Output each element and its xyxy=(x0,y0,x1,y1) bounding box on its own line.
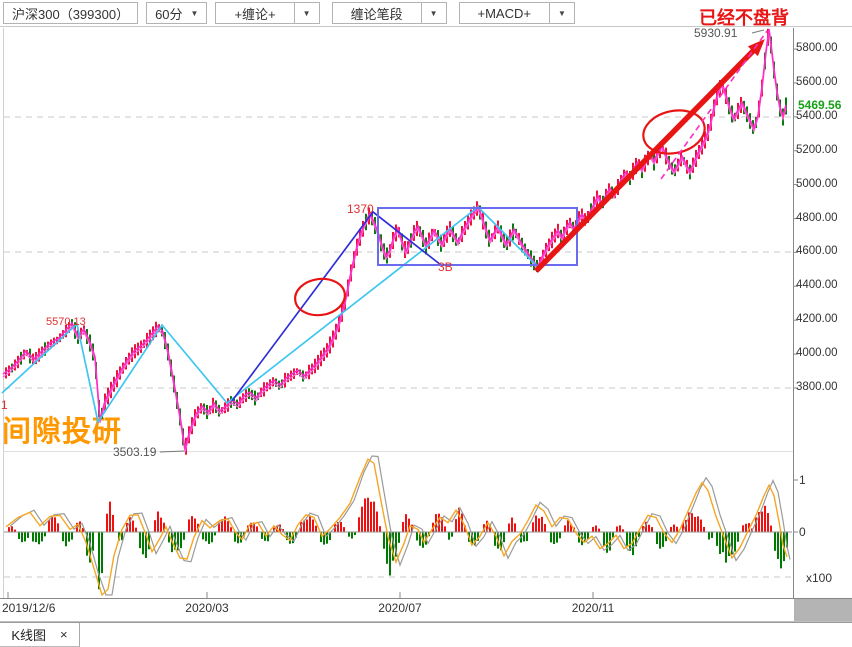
low-pointer-line xyxy=(159,450,185,453)
x-axis-tick-label: 2020/11 xyxy=(571,601,615,615)
period-label: 60分 xyxy=(155,6,183,22)
tab-kline[interactable]: K线图 × xyxy=(0,623,80,647)
y-axis-tick-label: 5000.00 xyxy=(796,177,838,190)
chevron-down-icon: ▼ xyxy=(429,8,438,18)
y-axis-tick-label: 5400.00 xyxy=(796,109,838,122)
period-dropdown[interactable]: 60分 ▼ xyxy=(146,2,208,24)
chan-caret-cell[interactable]: ▼ xyxy=(293,3,319,23)
trend-arrow-head xyxy=(747,39,765,57)
y-axis-tick-label: 4400.00 xyxy=(796,279,838,292)
scrollbar-corner[interactable] xyxy=(794,599,852,621)
y-axis-tick-label: 4000.00 xyxy=(796,347,838,360)
gridlines xyxy=(4,116,792,578)
chan-left-peak-label: 5570.13 xyxy=(46,316,86,328)
macd-tick-label-1: 1 xyxy=(799,473,806,487)
highlight-ellipse xyxy=(642,109,706,155)
macd-tick-label-0: 0 xyxy=(799,525,806,539)
chan-third-buy-label: 3B xyxy=(438,260,453,274)
trend-arrow xyxy=(534,47,757,273)
close-icon[interactable]: × xyxy=(60,627,68,642)
alert-label: 已经不盘背 xyxy=(699,8,789,28)
chan-peak-value-label: 1370 xyxy=(347,202,374,216)
segment-dropdown[interactable]: 缠论笔段 ▼ xyxy=(331,2,447,24)
macd-histogram xyxy=(4,497,792,590)
macd-dropdown[interactable]: +MACD+ ▼ xyxy=(458,2,575,24)
chan-pen-lines xyxy=(2,28,787,453)
dashed-projection-line xyxy=(660,30,768,180)
segment-label: 缠论笔段 xyxy=(350,6,403,22)
y-axis-tick-label: 3800.00 xyxy=(796,381,838,393)
y-axis-tick-label: 5600.00 xyxy=(796,75,838,88)
edge-digit-label: 1 xyxy=(1,398,8,412)
macd-label: +MACD+ xyxy=(477,5,531,21)
symbol-box[interactable]: 沪深300（399300） xyxy=(3,2,139,24)
y-axis-tick-label: 5800.00 xyxy=(796,42,838,54)
y-axis-tick-label: 4600.00 xyxy=(796,245,838,258)
chan-label: +缠论+ xyxy=(234,6,276,22)
peak-pointer-line xyxy=(751,29,765,34)
chan-center-box xyxy=(377,207,578,266)
chevron-down-icon[interactable]: ▼ xyxy=(190,8,199,18)
watermark: 间隙投研 xyxy=(2,416,123,448)
candlestick-series xyxy=(5,28,787,455)
chevron-down-icon: ▼ xyxy=(557,8,566,18)
last-price-label: 5469.56 xyxy=(798,98,842,112)
segment-caret-cell[interactable]: ▼ xyxy=(420,3,446,23)
chan-segment-lines xyxy=(1,205,578,425)
x-axis-tick-label: 2020/07 xyxy=(378,601,422,615)
highlight-ellipse xyxy=(294,277,346,317)
y-axis-tick-label: 5200.00 xyxy=(796,143,838,156)
tab-kline-label: K线图 xyxy=(11,628,47,643)
toolbar: 沪深300（399300） 60分 ▼ +缠论+ ▼ 缠论笔段 ▼ +MACD+… xyxy=(0,0,852,27)
chevron-down-icon: ▼ xyxy=(302,8,311,18)
macd-lines xyxy=(5,455,791,597)
tab-bar: K线图 × xyxy=(0,622,852,647)
y-axis-tick-label: 4800.00 xyxy=(796,211,838,224)
x-axis-tick-label: 2020/03 xyxy=(185,601,229,615)
chan-dropdown[interactable]: +缠论+ ▼ xyxy=(215,2,320,24)
symbol-label: 沪深300（399300） xyxy=(12,6,130,22)
x-axis-tick-label: 2019/12/6 xyxy=(2,601,56,615)
hand-drawings xyxy=(159,29,768,453)
y-axis-tick-label: 4200.00 xyxy=(796,313,838,326)
low-price-label: 3503.19 xyxy=(113,445,157,459)
macd-scale-label: x100 xyxy=(806,571,833,585)
macd-caret-cell[interactable]: ▼ xyxy=(548,3,574,23)
axis-frame xyxy=(0,28,852,622)
